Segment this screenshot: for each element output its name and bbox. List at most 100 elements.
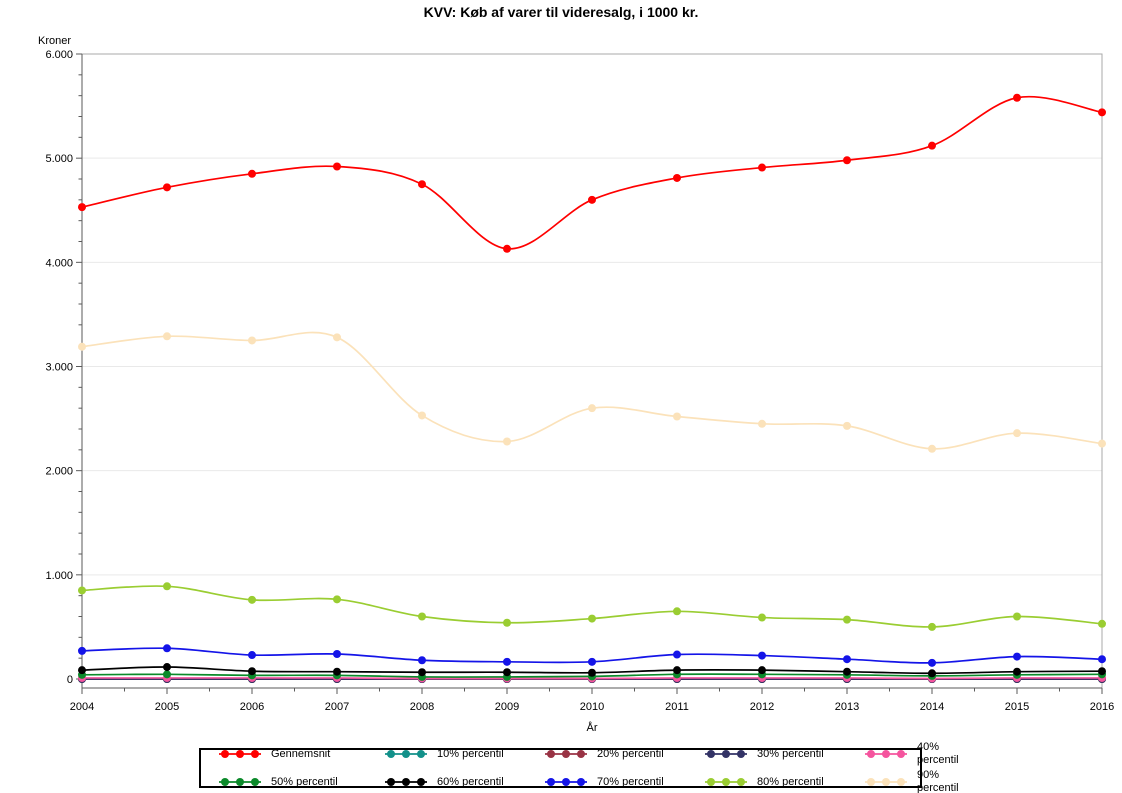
legend-marker-icon (865, 750, 907, 758)
legend-item-70-percentil: 70% percentil (543, 769, 703, 793)
data-point-marker (758, 613, 766, 622)
legend-label: 80% percentil (757, 775, 824, 788)
y-tick-label: 0 (67, 674, 73, 686)
data-point-marker (673, 607, 681, 616)
data-point-marker (928, 141, 936, 150)
y-tick-label: 5.000 (45, 153, 73, 165)
data-series (78, 93, 1106, 683)
legend-label: 70% percentil (597, 775, 664, 788)
legend-label: 50% percentil (271, 775, 338, 788)
data-point-marker (248, 169, 256, 178)
legend-item-30-percentil: 30% percentil (703, 741, 863, 767)
data-point-marker (248, 595, 256, 604)
legend-label: 30% percentil (757, 747, 824, 760)
data-point-marker (163, 663, 171, 672)
data-point-marker (758, 666, 766, 675)
data-point-marker (1013, 93, 1021, 102)
x-axis-title: År (587, 721, 598, 734)
data-point-marker (673, 173, 681, 182)
data-point-marker (418, 656, 426, 665)
x-tick-label: 2013 (835, 701, 859, 713)
data-point-marker (843, 655, 851, 664)
data-point-marker (1013, 429, 1021, 438)
legend-marker-icon (219, 778, 261, 786)
y-tick-label: 6.000 (45, 49, 73, 61)
data-point-marker (1098, 655, 1106, 664)
legend-item-60-percentil: 60% percentil (383, 769, 543, 793)
data-point-marker (928, 622, 936, 631)
data-point-marker (248, 651, 256, 660)
y-tick-label: 1.000 (45, 570, 73, 582)
legend-item-40-percentil: 40% percentil (863, 741, 959, 767)
data-point-marker (248, 667, 256, 676)
data-point-marker (588, 195, 596, 204)
legend-label: Gennemsnit (271, 747, 331, 760)
data-point-marker (78, 666, 86, 675)
x-tick-label: 2010 (580, 701, 604, 713)
data-point-marker (163, 670, 171, 679)
series-60-percentil (78, 663, 1106, 678)
data-point-marker (1098, 667, 1106, 676)
legend-marker-icon (385, 778, 427, 786)
data-point-marker (588, 404, 596, 413)
data-point-marker (673, 412, 681, 421)
legend-item-80-percentil: 80% percentil (703, 769, 863, 793)
data-point-marker (333, 595, 341, 604)
legend-label: 40% percentil (917, 741, 959, 766)
data-point-marker (503, 657, 511, 666)
gridlines (82, 157, 1102, 576)
data-point-marker (503, 618, 511, 627)
data-point-marker (503, 244, 511, 253)
legend-marker-icon (545, 750, 587, 758)
data-point-marker (78, 586, 86, 595)
legend-item-90-percentil: 90% percentil (863, 769, 959, 793)
data-point-marker (333, 650, 341, 658)
legend-label: 20% percentil (597, 747, 664, 760)
data-point-marker (78, 342, 86, 351)
data-point-marker (333, 667, 341, 676)
data-point-marker (843, 156, 851, 165)
x-tick-label: 2007 (325, 701, 349, 713)
data-point-marker (1013, 667, 1021, 676)
legend-marker-icon (219, 750, 261, 758)
data-point-marker (163, 183, 171, 192)
data-point-marker (673, 650, 681, 659)
data-point-marker (588, 668, 596, 677)
axis-ticks (76, 53, 1103, 694)
series-80-percentil (78, 582, 1106, 631)
x-tick-label: 2014 (920, 701, 944, 713)
legend-marker-icon (705, 778, 747, 786)
legend-item-gennemsnit: Gennemsnit (217, 741, 383, 767)
data-point-marker (928, 658, 936, 667)
data-point-marker (673, 666, 681, 675)
data-point-marker (163, 644, 171, 653)
data-point-marker (1013, 612, 1021, 621)
data-point-marker (163, 332, 171, 341)
legend-marker-icon (865, 778, 907, 786)
x-tick-label: 2006 (240, 701, 264, 713)
data-point-marker (418, 612, 426, 621)
x-tick-label: 2015 (1005, 701, 1029, 713)
x-tick-label: 2012 (750, 701, 774, 713)
data-point-marker (248, 336, 256, 345)
data-point-marker (843, 667, 851, 676)
data-point-marker (588, 614, 596, 623)
x-tick-label: 2005 (155, 701, 179, 713)
legend-marker-icon (545, 778, 587, 786)
data-point-marker (758, 419, 766, 428)
data-point-marker (1098, 108, 1106, 117)
data-point-marker (843, 421, 851, 430)
x-tick-label: 2011 (665, 701, 689, 713)
data-point-marker (163, 582, 171, 591)
legend-label: 90% percentil (917, 769, 959, 793)
x-tick-label: 2008 (410, 701, 434, 713)
legend-item-50-percentil: 50% percentil (217, 769, 383, 793)
data-point-marker (928, 669, 936, 678)
data-point-marker (928, 444, 936, 453)
data-point-marker (418, 668, 426, 677)
series-90-percentil (78, 331, 1106, 453)
legend-label: 10% percentil (437, 747, 504, 760)
y-tick-label: 3.000 (45, 362, 73, 374)
y-axis-title: Kroner (38, 35, 71, 47)
